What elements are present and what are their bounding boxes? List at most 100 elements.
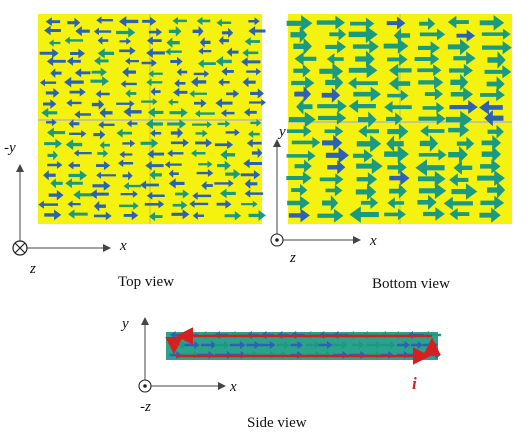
- bottom-current-arrows: [286, 15, 512, 223]
- bottom-view-caption: Bottom view: [372, 276, 450, 292]
- field-arrow-icon: [64, 76, 84, 88]
- field-arrow-icon: [118, 16, 139, 27]
- top-view-caption: Top view: [118, 274, 174, 290]
- field-arrow-icon: [149, 211, 163, 222]
- field-arrow-icon: [316, 15, 345, 30]
- field-arrow-icon: [447, 38, 470, 56]
- field-arrow-icon: [326, 53, 344, 65]
- field-arrow-icon: [358, 111, 377, 128]
- field-arrow-icon: [448, 122, 470, 138]
- field-arrow-icon: [192, 191, 212, 200]
- field-arrow-icon: [47, 150, 58, 161]
- field-arrow-icon: [366, 341, 382, 349]
- field-arrow-icon: [286, 15, 313, 32]
- field-arrow-icon: [173, 87, 188, 97]
- field-arrow-icon: [146, 48, 165, 58]
- field-arrow-icon: [389, 183, 407, 199]
- field-arrow-icon: [294, 52, 317, 66]
- side-view-panel: [165, 327, 442, 365]
- field-arrow-icon: [243, 158, 262, 169]
- current-label: i: [412, 374, 417, 393]
- field-arrow-icon: [360, 196, 379, 209]
- field-arrow-icon: [196, 16, 211, 26]
- field-arrow-icon: [480, 88, 505, 102]
- field-arrow-icon: [358, 124, 379, 138]
- field-arrow-icon: [356, 158, 383, 175]
- top-axis-y-label: -y: [4, 140, 16, 156]
- field-arrow-icon: [384, 101, 412, 114]
- field-arrow-icon: [479, 207, 501, 223]
- field-arrow-icon: [198, 47, 212, 55]
- field-arrow-icon: [171, 209, 190, 220]
- field-arrow-icon: [141, 58, 157, 68]
- field-arrow-icon: [240, 200, 258, 208]
- field-arrow-icon: [170, 127, 184, 139]
- field-arrow-icon: [296, 98, 313, 115]
- field-arrow-icon: [196, 169, 214, 177]
- field-arrow-icon: [321, 87, 341, 103]
- field-arrow-icon: [146, 191, 165, 200]
- field-arrow-icon: [42, 99, 57, 109]
- bottom-axis-x-label: x: [369, 233, 377, 249]
- field-arrow-icon: [240, 170, 261, 180]
- bottom-view-axes: y x z: [270, 124, 377, 266]
- top-axis-x-label: x: [119, 238, 127, 254]
- field-arrow-icon: [142, 16, 157, 26]
- field-arrow-icon: [325, 184, 343, 197]
- field-arrow-icon: [168, 178, 185, 189]
- field-arrow-icon: [217, 120, 231, 128]
- field-arrow-icon: [384, 208, 406, 221]
- field-arrow-icon: [420, 125, 445, 137]
- field-arrow-icon: [287, 195, 310, 211]
- field-arrow-icon: [189, 200, 209, 208]
- field-arrow-icon: [98, 121, 115, 129]
- field-arrow-icon: [355, 50, 375, 68]
- into-page-cross-icon: [12, 240, 28, 256]
- field-arrow-icon: [325, 40, 347, 54]
- field-arrow-icon: [226, 47, 239, 57]
- field-arrow-icon: [325, 74, 344, 91]
- field-arrow-icon: [119, 46, 136, 56]
- top-axis-z-label: z: [29, 261, 36, 277]
- field-arrow-icon: [47, 161, 63, 169]
- field-arrow-icon: [148, 27, 163, 37]
- side-axis-z-label: -z: [140, 399, 151, 415]
- field-arrow-icon: [291, 76, 315, 90]
- field-arrow-icon: [221, 66, 234, 76]
- field-arrow-icon: [117, 159, 134, 168]
- field-arrow-icon: [250, 88, 264, 99]
- field-arrow-icon: [146, 78, 163, 87]
- field-arrow-icon: [91, 99, 105, 110]
- field-arrow-icon: [246, 138, 262, 148]
- field-arrow-icon: [184, 341, 200, 349]
- field-arrow-icon: [45, 88, 60, 98]
- field-arrow-icon: [225, 168, 241, 180]
- field-arrow-icon: [168, 98, 179, 106]
- field-arrow-icon: [387, 123, 409, 140]
- field-arrow-icon: [45, 17, 61, 27]
- field-arrow-icon: [215, 56, 232, 67]
- field-arrow-icon: [190, 76, 207, 88]
- field-arrow-icon: [481, 135, 502, 151]
- field-arrow-icon: [90, 189, 109, 200]
- field-arrow-icon: [248, 17, 260, 26]
- field-arrow-icon: [125, 57, 139, 65]
- field-arrow-icon: [419, 17, 436, 30]
- field-arrow-icon: [199, 37, 211, 48]
- field-arrow-icon: [324, 125, 344, 138]
- field-arrow-icon: [257, 341, 276, 349]
- field-arrow-icon: [251, 147, 263, 159]
- field-arrow-icon: [41, 107, 58, 118]
- field-arrow-icon: [93, 129, 106, 140]
- field-arrow-icon: [451, 183, 478, 200]
- field-arrow-icon: [418, 148, 447, 161]
- field-arrow-icon: [68, 209, 88, 219]
- field-arrow-icon: [383, 38, 409, 54]
- field-arrow-icon: [195, 138, 213, 148]
- field-arrow-icon: [449, 208, 470, 221]
- field-arrow-icon: [386, 135, 404, 153]
- field-arrow-icon: [417, 41, 440, 55]
- field-arrow-icon: [480, 159, 501, 174]
- field-arrow-icon: [348, 25, 378, 44]
- field-arrow-icon: [286, 150, 316, 162]
